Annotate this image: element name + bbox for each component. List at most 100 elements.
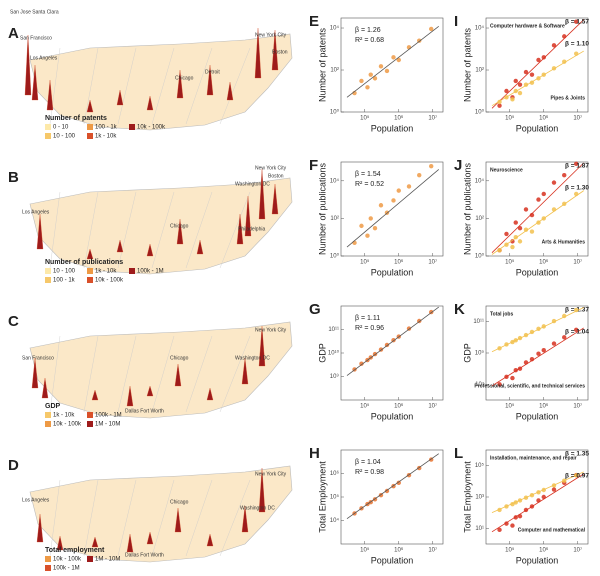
plot-area bbox=[485, 17, 589, 113]
legend-swatch bbox=[87, 556, 93, 562]
series-name: Neuroscience bbox=[490, 167, 523, 173]
point bbox=[529, 212, 535, 218]
point bbox=[497, 248, 502, 253]
point bbox=[529, 72, 535, 77]
point bbox=[551, 180, 557, 185]
legend-label: 1M - 10M bbox=[95, 422, 120, 428]
x-tick-label: 10⁷ bbox=[573, 547, 582, 554]
legend-label: 1k - 10k bbox=[95, 269, 117, 275]
city-label: Chicago bbox=[170, 355, 189, 361]
legend-swatch bbox=[45, 133, 51, 139]
y-tick-label: 10⁶ bbox=[330, 470, 340, 477]
spike bbox=[36, 213, 44, 250]
fit-line bbox=[491, 473, 584, 533]
x-tick-label: 10⁵ bbox=[505, 115, 515, 122]
x-tick-label: 10⁶ bbox=[394, 403, 404, 410]
x-axis-label: Population bbox=[516, 411, 559, 421]
spike bbox=[91, 536, 99, 548]
state-border bbox=[219, 191, 251, 269]
spike bbox=[86, 248, 94, 260]
legend-swatch bbox=[87, 124, 93, 130]
spike bbox=[271, 183, 279, 215]
x-tick-label: 10⁷ bbox=[573, 403, 582, 410]
state-border bbox=[151, 47, 175, 125]
panel-label: C bbox=[8, 313, 19, 330]
fit-line bbox=[491, 307, 584, 353]
legend-swatch bbox=[45, 421, 51, 427]
panel-label: G bbox=[309, 301, 321, 318]
city-label: Los Angeles bbox=[30, 55, 58, 61]
city-label: New York City bbox=[255, 32, 287, 38]
spike bbox=[271, 29, 279, 71]
point bbox=[510, 97, 515, 102]
legend-swatch bbox=[129, 268, 135, 274]
point bbox=[429, 26, 434, 32]
city-label: New York City bbox=[255, 327, 287, 333]
us-map bbox=[29, 465, 293, 563]
annotation: R² = 0.52 bbox=[355, 181, 384, 188]
y-tick-label: 10² bbox=[475, 216, 484, 222]
y-tick-label: 10⁹ bbox=[475, 350, 485, 357]
point bbox=[510, 375, 515, 381]
x-tick-label: 10⁵ bbox=[505, 547, 515, 554]
beta-label: β = 1.10 bbox=[565, 41, 589, 48]
beta-label: β = 1.04 bbox=[565, 329, 589, 336]
point bbox=[541, 191, 546, 197]
point bbox=[378, 64, 384, 69]
legend-swatch bbox=[45, 277, 51, 283]
x-tick-label: 10⁵ bbox=[360, 115, 370, 122]
spike bbox=[91, 389, 99, 401]
x-tick-label: 10⁷ bbox=[428, 403, 437, 410]
legend-title: Number of patents bbox=[45, 115, 107, 122]
point bbox=[391, 55, 396, 60]
point bbox=[417, 38, 422, 43]
point bbox=[396, 480, 401, 486]
y-tick-label: 10¹¹ bbox=[328, 327, 339, 333]
beta-label: β = 1.87 bbox=[565, 163, 589, 170]
city-label: Chicago bbox=[175, 75, 194, 81]
point bbox=[523, 207, 529, 212]
legend-title: Total employment bbox=[45, 547, 105, 554]
city-label: Chicago bbox=[170, 499, 189, 505]
us-map bbox=[29, 177, 293, 275]
x-axis-label: Population bbox=[516, 555, 559, 565]
point bbox=[513, 220, 518, 225]
state-border bbox=[151, 335, 175, 413]
panel-label: F bbox=[309, 157, 318, 174]
point bbox=[396, 188, 401, 193]
city-label: San Jose Santa Clara bbox=[10, 9, 59, 15]
point bbox=[359, 223, 364, 229]
beta-label: β = 1.35 bbox=[565, 451, 589, 458]
point bbox=[368, 72, 373, 77]
state-border bbox=[49, 479, 61, 557]
legend-label: 100 - 1k bbox=[53, 278, 76, 284]
y-axis-label: Number of publications bbox=[462, 162, 472, 255]
x-tick-label: 10⁵ bbox=[360, 403, 370, 410]
annotation: β = 1.54 bbox=[355, 171, 381, 178]
spike bbox=[146, 95, 154, 111]
x-axis-label: Population bbox=[371, 555, 414, 565]
point bbox=[372, 226, 378, 231]
point bbox=[536, 197, 541, 202]
point bbox=[359, 361, 364, 366]
legend-label: 1k - 10k bbox=[53, 413, 75, 419]
state-border bbox=[219, 479, 251, 557]
state-border bbox=[219, 47, 251, 125]
us-map bbox=[29, 321, 293, 419]
point bbox=[429, 163, 434, 169]
point bbox=[562, 172, 567, 178]
point bbox=[574, 307, 579, 313]
x-tick-label: 10⁵ bbox=[505, 403, 515, 410]
legend-label: 100 - 1k bbox=[95, 125, 118, 131]
fit-line bbox=[346, 306, 439, 376]
spike bbox=[174, 507, 182, 533]
annotation: β = 1.04 bbox=[355, 459, 381, 466]
legend-swatch bbox=[45, 268, 51, 274]
point bbox=[517, 226, 523, 231]
spike bbox=[241, 357, 249, 385]
annotation: β = 1.26 bbox=[355, 27, 381, 34]
panel-label: I bbox=[454, 13, 458, 30]
point bbox=[536, 351, 541, 356]
state-border bbox=[151, 191, 175, 269]
